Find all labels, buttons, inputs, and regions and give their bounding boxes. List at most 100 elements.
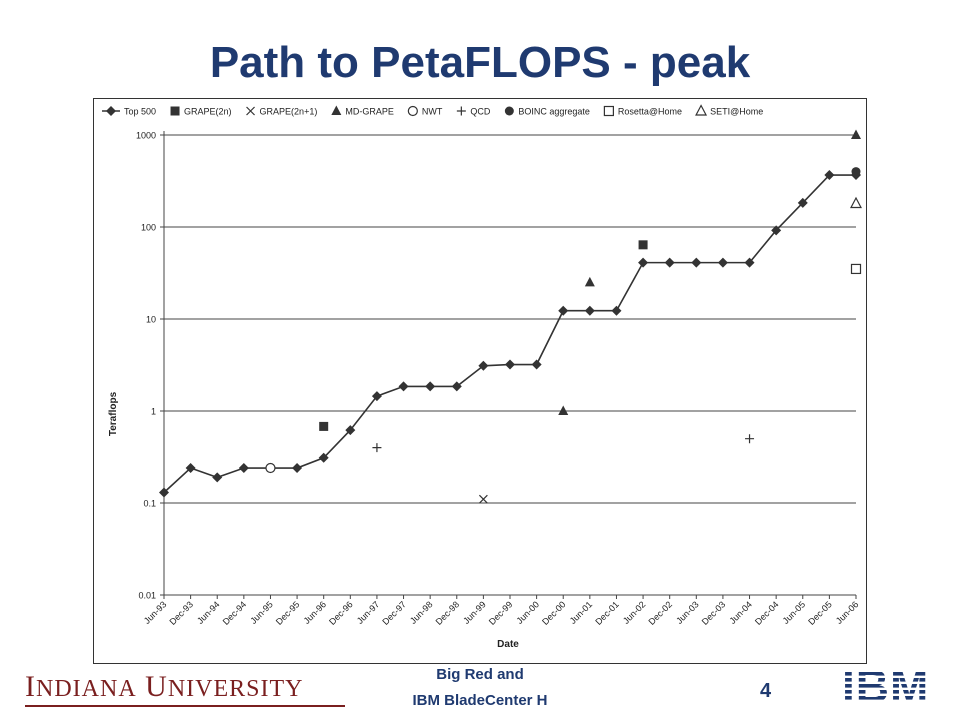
data-point xyxy=(398,381,409,392)
legend-item: QCD xyxy=(456,106,491,117)
x-tick-label: Dec-04 xyxy=(753,599,781,627)
x-tick-label: Jun-06 xyxy=(834,599,861,626)
series-qcd xyxy=(372,434,755,453)
data-point xyxy=(638,257,649,268)
footer-line-1: Big Red and xyxy=(436,666,524,683)
legend-label: NWT xyxy=(422,107,443,117)
legend-label: GRAPE(2n) xyxy=(184,107,232,117)
legend-label: MD-GRAPE xyxy=(345,107,394,117)
x-tick-label: Jun-97 xyxy=(355,599,382,626)
data-point xyxy=(664,257,675,268)
ibm-logo: IBM xyxy=(842,660,929,708)
series-md-grape xyxy=(558,129,861,415)
legend-label: BOINC aggregate xyxy=(518,107,590,117)
data-point xyxy=(611,305,622,316)
x-tick-label: Dec-98 xyxy=(434,599,462,627)
data-point xyxy=(478,360,489,371)
legend: Top 500 GRAPE(2n) GRAPE(2n+1) MD-GRAPE NWT QC… xyxy=(102,104,763,117)
data-point xyxy=(797,197,808,208)
data-point xyxy=(771,225,782,236)
data-point xyxy=(292,463,303,474)
data-point xyxy=(531,359,542,370)
chart-frame: Top 500 GRAPE(2n) GRAPE(2n+1) MD-GRAPE NWT QC… xyxy=(93,98,867,664)
legend-marker xyxy=(331,105,342,115)
data-point xyxy=(745,434,755,444)
legend-item: GRAPE(2n+1) xyxy=(246,107,317,117)
x-tick-label: Dec-97 xyxy=(380,599,408,627)
slide-title: Path to PetaFLOPS - peak xyxy=(209,38,751,87)
legend-label: SETI@Home xyxy=(710,107,763,117)
x-tick-label: Jun-04 xyxy=(727,599,754,626)
data-point xyxy=(451,381,462,392)
legend-item: MD-GRAPE xyxy=(331,105,394,117)
chart-marks xyxy=(159,129,862,504)
y-tick-label: 10 xyxy=(146,315,156,325)
series-boinc-aggregate xyxy=(851,167,861,177)
x-tick-label: Dec-94 xyxy=(221,599,249,627)
x-tick-label: Jun-95 xyxy=(248,599,275,626)
x-tick-label: Jun-01 xyxy=(568,599,595,626)
legend-marker xyxy=(504,106,514,116)
data-point xyxy=(851,129,861,139)
series-nwt xyxy=(265,462,276,474)
data-point xyxy=(159,487,169,498)
x-tick-label: Dec-00 xyxy=(540,599,568,627)
legend-marker xyxy=(695,104,708,116)
legend-item: GRAPE(2n) xyxy=(170,106,232,117)
x-tick-label: Dec-02 xyxy=(647,599,675,627)
legend-marker xyxy=(407,105,418,117)
legend-item: BOINC aggregate xyxy=(504,106,590,117)
data-point xyxy=(691,257,702,268)
x-tick-label: Dec-01 xyxy=(593,599,621,627)
x-tick-label: Jun-93 xyxy=(142,599,169,626)
x-tick-label: Dec-95 xyxy=(274,599,302,627)
data-point xyxy=(265,462,276,474)
y-tick-label: 100 xyxy=(141,223,156,233)
legend-item: NWT xyxy=(407,105,443,117)
x-tick-label: Jun-03 xyxy=(674,599,701,626)
data-point xyxy=(371,391,382,402)
data-point xyxy=(185,463,196,474)
x-tick-label: Dec-03 xyxy=(700,599,728,627)
x-tick-label: Jun-94 xyxy=(195,599,222,626)
x-tick-label: Jun-05 xyxy=(781,599,808,626)
series-line xyxy=(163,174,856,494)
data-point xyxy=(319,421,329,431)
legend-item: Top 500 xyxy=(102,106,156,117)
data-point xyxy=(505,359,515,370)
page-number: 4 xyxy=(760,680,772,702)
x-tick-label: Jun-96 xyxy=(302,599,329,626)
y-tick-label: 0.01 xyxy=(138,591,156,601)
x-tick-label: Dec-99 xyxy=(487,599,515,627)
x-tick-label: Jun-99 xyxy=(461,599,488,626)
data-point xyxy=(638,240,648,250)
data-point xyxy=(851,167,861,177)
data-point xyxy=(558,405,569,415)
legend-label: Rosetta@Home xyxy=(618,107,682,117)
data-point xyxy=(558,305,569,316)
legend-item: SETI@Home xyxy=(695,104,763,117)
x-tick-label: Dec-05 xyxy=(806,599,834,627)
data-point xyxy=(824,170,835,181)
legend-item: Rosetta@Home xyxy=(603,105,682,117)
y-axis-label: Teraflops xyxy=(108,391,119,436)
data-point xyxy=(850,263,862,275)
x-tick-label: Dec-96 xyxy=(327,599,355,627)
y-tick-label: 1000 xyxy=(136,131,156,141)
x-tick-label: Jun-98 xyxy=(408,599,435,626)
data-point xyxy=(584,276,595,287)
legend-label: QCD xyxy=(470,107,491,117)
x-tick-label: Jun-02 xyxy=(621,599,648,626)
logo-text: INDIANA UNIVERSITY xyxy=(25,670,304,703)
legend-marker xyxy=(170,106,180,116)
data-point xyxy=(345,425,356,436)
x-tick-label: Jun-00 xyxy=(514,599,541,626)
series-top-500 xyxy=(159,170,861,498)
svg-text:IBM: IBM xyxy=(842,660,929,708)
series-rosetta-home xyxy=(850,263,862,275)
x-tick-label: Dec-93 xyxy=(167,599,195,627)
data-point xyxy=(717,257,728,268)
y-tick-label: 0.1 xyxy=(143,499,156,509)
legend-marker xyxy=(456,106,466,116)
